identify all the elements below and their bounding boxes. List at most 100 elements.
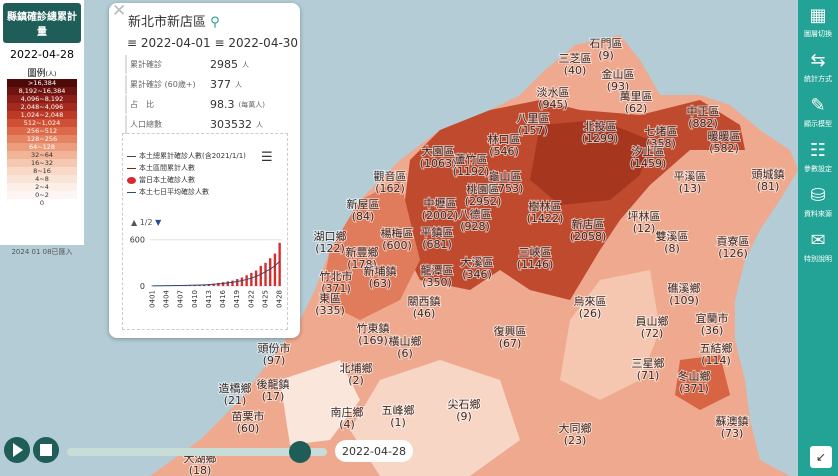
tool-button[interactable]: ⛁ 資料來源	[798, 183, 838, 225]
district-name: 中正區	[687, 105, 720, 118]
district-name: 北投區	[584, 119, 617, 133]
district-name: 新埔鎮	[364, 264, 397, 278]
chart-legend-item: 當日本土確診人數	[127, 174, 257, 186]
legend-bins: >16,384 8,192~16,384 4,096~8,192 2,048~4,09…	[0, 79, 84, 207]
district-count: (62)	[625, 102, 648, 115]
tool-icon: ▦	[809, 5, 827, 26]
district-name: 桃園區	[467, 182, 500, 196]
close-button[interactable]: ✕	[112, 1, 127, 21]
district-count: (1422)	[527, 212, 564, 225]
chart-legend-text: 本土七日平均確診人數	[139, 188, 209, 196]
legend-panel: 縣鎮確診總累計量 2022-04-28 圖例(人) >16,384 8,192~1…	[0, 0, 84, 256]
district-name: 大同鄉	[559, 421, 592, 435]
district-name: 大園區	[422, 144, 455, 158]
region-darker	[530, 120, 650, 205]
tool-button[interactable]: ▦ 圖層切換	[798, 3, 838, 45]
district-count: (60)	[237, 422, 260, 435]
stat-label: 累計確診 (60歲+)	[130, 80, 196, 89]
legend-bin: 64~128	[7, 143, 77, 151]
chart-legend-text: 本土總累計確診人數(含2021/1/1)	[139, 152, 246, 160]
district-count: (371)	[321, 282, 351, 295]
district-count: (9)	[456, 410, 472, 423]
info-popup: ✕ 新北市新店區 ⚲ ≡ 2022-04-01 ≡ 2022-04-30 累計確…	[109, 1, 300, 338]
district-name: 平鎮區	[421, 225, 454, 239]
district-count: (126)	[718, 247, 748, 260]
district-count: (169)	[358, 334, 388, 347]
legend-bin: 32~64	[7, 151, 77, 159]
district-count: (2058)	[570, 230, 607, 243]
legend-symbol	[127, 167, 136, 169]
tool-button[interactable]: ✎ 顯示模型	[798, 93, 838, 135]
district-count: (157)	[518, 124, 548, 137]
region-light	[560, 270, 660, 400]
district-name: 八德區	[459, 207, 492, 221]
legend-bin: 4,096~8,192	[7, 95, 77, 103]
district-count: (97)	[263, 354, 286, 367]
legend-symbol	[127, 191, 136, 193]
chart-legend-item: 本土總累計確診人數(含2021/1/1)	[127, 150, 257, 162]
legend-bin: 16~32	[7, 159, 77, 167]
district-name: 尖石鄉	[448, 398, 481, 411]
stat-row: 累計確診 (60歲+) 377 人	[125, 75, 290, 94]
district-count: (21)	[224, 394, 247, 407]
chart-legend-text: 本土區間累計人數	[139, 164, 195, 172]
district-name: 石門區	[590, 37, 623, 50]
chart-legend-text: 當日本土確診人數	[139, 176, 195, 184]
district-count: (346)	[462, 268, 492, 281]
stat-value: 98.3	[210, 98, 235, 111]
tool-button[interactable]: ☷ 參數設定	[798, 138, 838, 180]
tool-label: 資料來源	[804, 210, 832, 218]
stat-label: 占 比	[130, 100, 154, 109]
tool-label: 顯示模型	[804, 120, 832, 128]
district-count: (681)	[422, 238, 452, 251]
tool-icon: ✉	[810, 230, 826, 251]
district-name: 三星鄉	[632, 357, 665, 370]
district-name: 貢寮區	[717, 234, 750, 248]
district-name: 龜山區	[489, 170, 522, 183]
tool-label: 參數設定	[804, 165, 832, 173]
district-count: (350)	[422, 276, 452, 289]
district-count: (23)	[564, 434, 587, 447]
menu-icon[interactable]: ☰	[261, 150, 273, 165]
district-count: (162)	[375, 182, 405, 195]
legend-bin: 4~8	[7, 175, 77, 183]
district-name: 坪林區	[628, 209, 661, 223]
legend-title: 圖例	[27, 69, 46, 79]
stat-unit: 人	[235, 80, 242, 89]
district-name: 雙溪區	[656, 230, 689, 243]
district-count: (1753)	[487, 182, 524, 195]
date-from[interactable]: 2022-04-01	[140, 36, 211, 50]
district-name: 新豐鄉	[346, 245, 379, 259]
district-name: 苗栗市	[232, 409, 265, 423]
tool-button[interactable]: ⇆ 統計方式	[798, 48, 838, 90]
legend-bin: 1,024~2,048	[7, 111, 77, 119]
tool-label: 圖層切換	[804, 30, 832, 38]
district-name: 五峰鄉	[382, 404, 415, 417]
district-name: 三芝區	[559, 52, 592, 65]
legend-symbol	[127, 155, 136, 157]
district-count: (8)	[664, 242, 680, 255]
tool-icon: ✎	[810, 95, 826, 116]
date-to[interactable]: 2022-04-30	[228, 36, 299, 50]
district-name: 北埔鄉	[340, 362, 373, 375]
district-name: 蘇澳鎮	[716, 414, 749, 428]
panel-title: 縣鎮確診總累計量	[3, 3, 81, 43]
legend-symbol	[127, 176, 136, 184]
district-name: 頭份市	[258, 341, 291, 355]
tool-label: 統計方式	[804, 75, 832, 83]
district-name: 淡水區	[537, 86, 570, 99]
district-name: 頭城鎮	[752, 167, 785, 181]
district-name: 東區	[319, 292, 341, 305]
tool-button[interactable]: ✉ 特別說明	[798, 228, 838, 270]
district-name: 新店區	[572, 217, 605, 231]
district-count: (2002)	[422, 209, 459, 222]
legend-bin: 8,192~16,384	[7, 87, 77, 95]
district-name: 三峽區	[519, 246, 552, 259]
district-name: 大湖鄉	[184, 451, 217, 465]
stat-label: 累計確診	[130, 60, 162, 69]
district-count: (84)	[352, 210, 375, 223]
district-count: (36)	[701, 324, 724, 337]
date-range: ≡ 2022-04-01 ≡ 2022-04-30	[127, 36, 299, 50]
